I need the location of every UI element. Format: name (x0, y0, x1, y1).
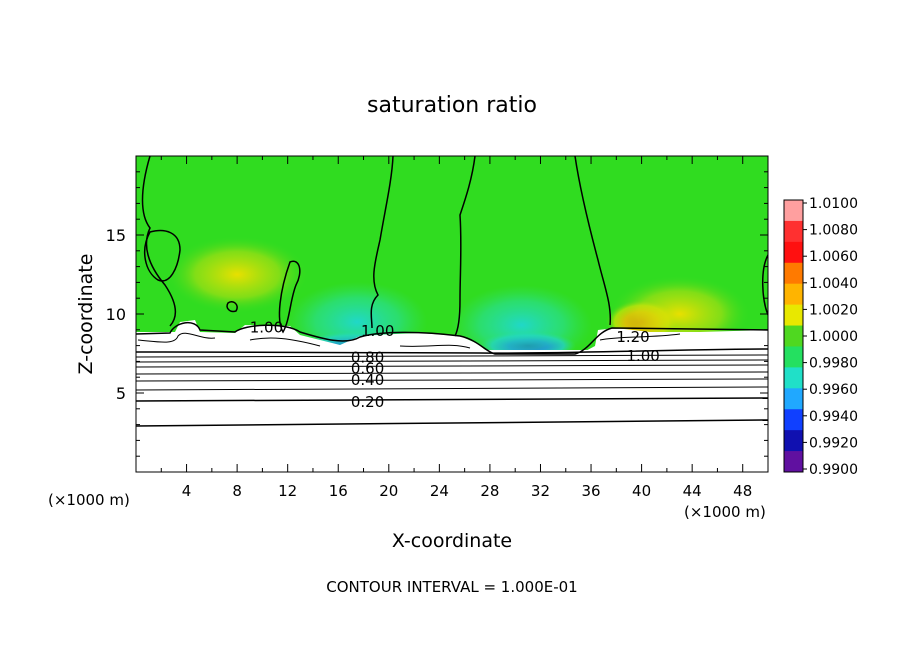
colorbar-segment (784, 325, 803, 347)
colorbar-segment (784, 409, 803, 431)
colorbar-label: 0.9980 (809, 356, 858, 372)
contour-line (574, 156, 612, 326)
x-tick-label: 8 (232, 482, 242, 500)
chart-title: saturation ratio (367, 93, 537, 118)
contour-line (136, 397, 768, 402)
contour-line (136, 348, 768, 354)
contour-line (136, 364, 768, 368)
colorbar-segment (784, 346, 803, 368)
x-axis-title: X-coordinate (392, 530, 512, 552)
contour-line (141, 156, 177, 327)
colorbar-label: 1.0020 (809, 302, 858, 318)
contour-line (136, 354, 768, 358)
contour-label: 1.00 (361, 322, 394, 340)
colorbar-segment (784, 388, 803, 410)
field-region (451, 285, 592, 366)
colorbar-label: 0.9960 (809, 382, 858, 398)
colorbar-segment (784, 220, 803, 243)
x-tick-label: 4 (182, 482, 192, 500)
x-tick-label: 40 (632, 482, 651, 500)
x-tick-label: 32 (531, 482, 550, 500)
colorbar-segment (784, 451, 803, 473)
contour-line (137, 332, 216, 343)
contour-line (136, 359, 768, 363)
colorbar-segment (784, 304, 803, 327)
contour-interval-footer: CONTOUR INTERVAL = 1.000E-01 (326, 578, 577, 596)
white-lower-layer (136, 350, 768, 472)
colorbar-label: 0.9920 (809, 435, 858, 451)
colorbar-label: 1.0100 (809, 196, 858, 212)
contour-label: 0.60 (351, 360, 384, 378)
contour-line (136, 386, 768, 391)
contour-line (454, 156, 476, 337)
colorbar-segment (784, 241, 803, 264)
y-tick-label: 15 (106, 226, 126, 245)
contour-line (762, 254, 768, 316)
y-axis-title: Z-coordinate (75, 254, 97, 375)
colorbar-segment (784, 262, 803, 285)
contour-line (249, 337, 321, 347)
colorbar-segment (784, 430, 803, 452)
x-tick-label: 24 (430, 482, 449, 500)
x-tick-label: 12 (278, 482, 297, 500)
contour-line (136, 322, 768, 355)
colorbar-label: 1.0000 (809, 329, 858, 345)
contour-line (143, 229, 181, 282)
contour-label: 0.40 (351, 371, 384, 389)
contour-line (599, 333, 681, 341)
colorbar-labels: 1.0100 1.0080 1.0060 1.0040 1.0020 1.0000 0.99… (809, 196, 858, 478)
field-region (167, 236, 308, 313)
contour-line (399, 344, 471, 349)
colorbar-label: 1.0080 (809, 223, 858, 239)
x-unit-label-right: (×1000 m) (684, 503, 766, 521)
x-axis-ticks: 4 8 12 16 20 24 28 32 36 40 44 48 (160, 156, 752, 500)
colorbar-segment (784, 283, 803, 306)
y-tick-label: 10 (106, 305, 126, 324)
x-tick-label: 48 (733, 482, 752, 500)
contour-label: 0.20 (351, 393, 384, 411)
contour-label: 0.80 (351, 349, 384, 367)
contour-label: 1.00 (626, 347, 659, 365)
contour-line (278, 260, 301, 334)
x-tick-label: 36 (581, 482, 600, 500)
contour-line (226, 300, 238, 313)
y-tick-label: 5 (116, 384, 126, 403)
contour-label: 1.00 (250, 319, 283, 337)
colorbar-label: 0.9940 (809, 409, 858, 425)
colorbar-label: 1.0060 (809, 249, 858, 265)
x-tick-label: 44 (683, 482, 702, 500)
contour-line (136, 371, 768, 375)
colorbar (783, 199, 807, 473)
plot-area (136, 156, 768, 472)
x-tick-label: 28 (480, 482, 499, 500)
x-tick-label: 20 (379, 482, 398, 500)
colorbar-segment (784, 367, 803, 389)
colorbar-segment (784, 200, 803, 222)
contour-line (370, 156, 394, 329)
contour-label: 1.20 (616, 328, 649, 346)
contour-line (136, 378, 768, 382)
colorbar-label: 0.9900 (809, 462, 858, 478)
x-unit-label-left: (×1000 m) (48, 491, 130, 509)
contour-labels: 0.200.400.600.801.00 1.00 1.201.00 (250, 319, 660, 411)
colorbar-label: 1.0040 (809, 276, 858, 292)
y-axis-ticks: 5 10 15 (106, 171, 768, 457)
x-tick-label: 16 (329, 482, 348, 500)
